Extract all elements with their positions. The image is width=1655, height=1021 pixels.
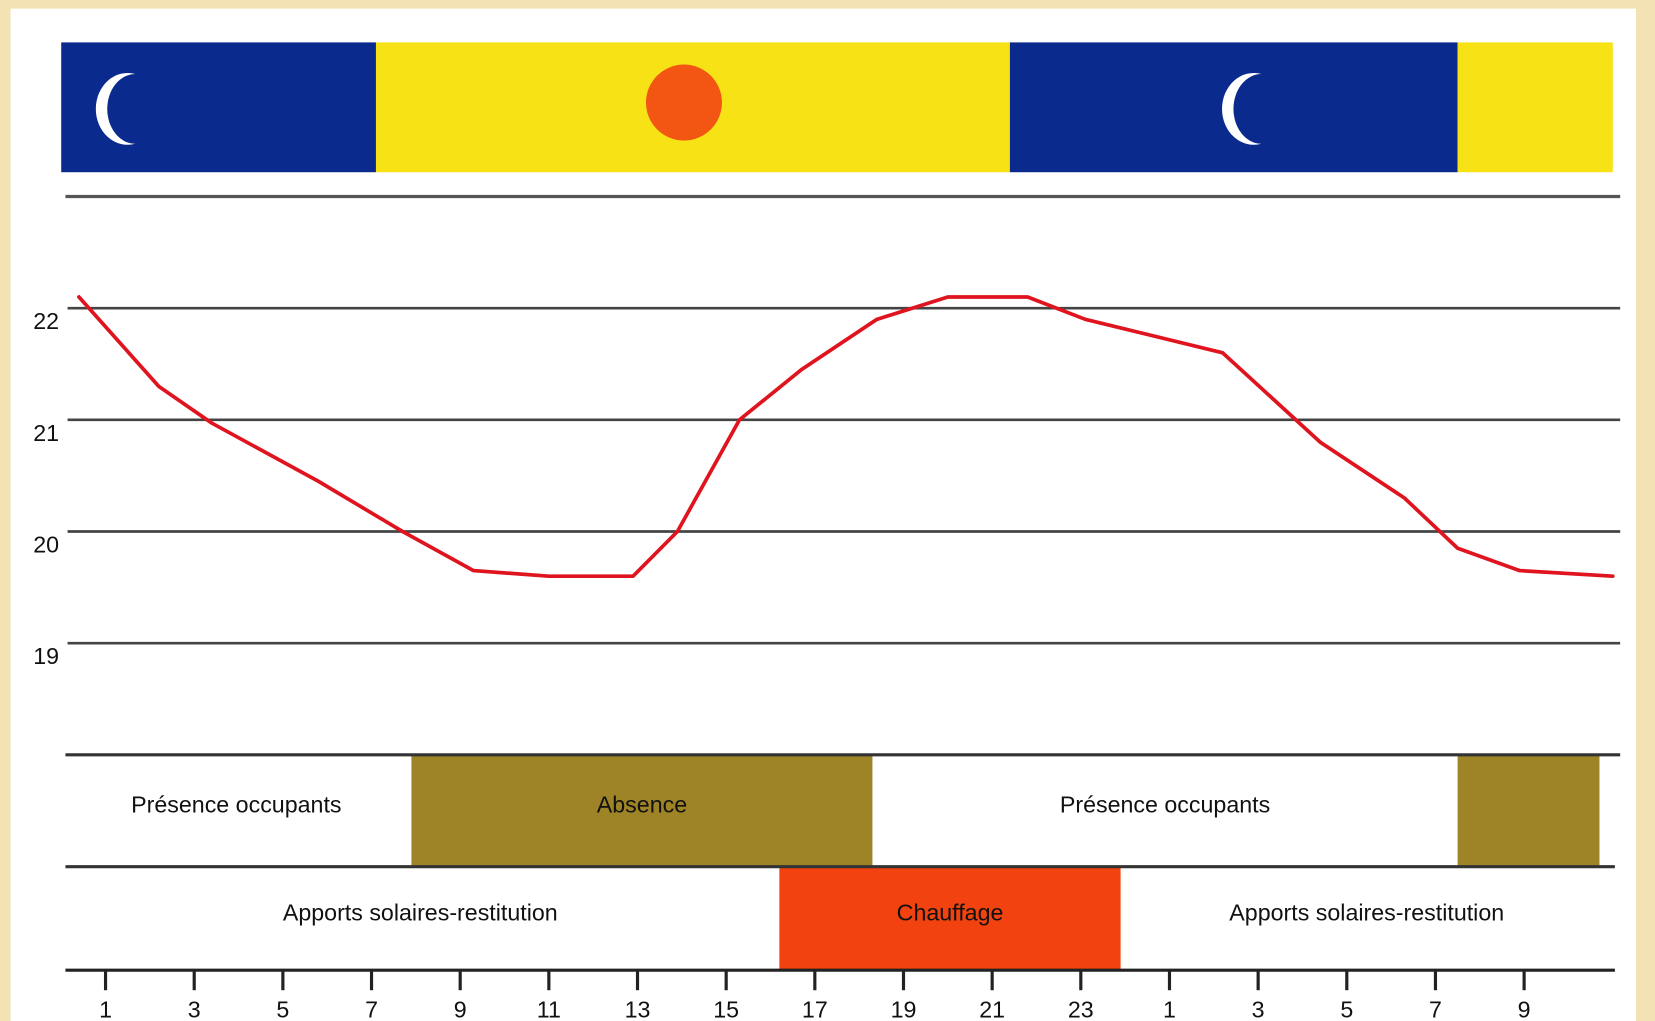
y-tick-label: 20: [33, 531, 59, 557]
x-tick-label: 23: [1068, 996, 1094, 1021]
heating-band-label: Chauffage: [897, 899, 1004, 925]
occupancy-band-label: Présence occupants: [1060, 792, 1270, 818]
x-tick-label: 1: [1163, 996, 1176, 1021]
x-tick-label: 5: [276, 996, 289, 1021]
x-tick-label: 1: [99, 996, 112, 1021]
x-tick-label: 17: [802, 996, 828, 1021]
x-tick-label: 7: [365, 996, 378, 1021]
chart: Présence occupants Absence Présence occupa…: [0, 0, 1655, 1021]
x-tick-label: 3: [1252, 996, 1265, 1021]
x-tick-label: 19: [891, 996, 917, 1021]
x-tick-label: 15: [713, 996, 739, 1021]
y-tick-label: 19: [33, 643, 59, 669]
x-tick-label: 9: [454, 996, 467, 1021]
x-tick-label: 9: [1518, 996, 1531, 1021]
x-tick-label: 7: [1429, 996, 1442, 1021]
sky-band: [61, 42, 376, 172]
occupancy-band-label: Présence occupants: [131, 792, 341, 818]
occupancy-band-label: Absence: [597, 792, 687, 818]
y-tick-label: 21: [33, 420, 59, 446]
sky-band: [1010, 42, 1458, 172]
x-tick-label: 21: [979, 996, 1005, 1021]
x-tick-label: 11: [537, 996, 561, 1021]
x-tick-label: 5: [1340, 996, 1353, 1021]
sun-icon: [646, 65, 722, 141]
x-tick-label: 3: [188, 996, 201, 1021]
heating-band-label: Apports solaires-restitution: [1229, 899, 1504, 925]
sky-band: [1458, 42, 1613, 172]
y-tick-label: 22: [33, 308, 59, 334]
heating-band-label: Apports solaires-restitution: [283, 899, 558, 925]
x-tick-label: 13: [625, 996, 651, 1021]
occupancy-band: [1458, 756, 1600, 866]
